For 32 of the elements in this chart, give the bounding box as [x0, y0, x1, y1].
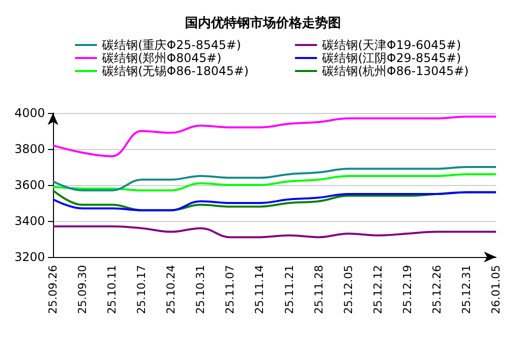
x-tick-label: 25.10.24 — [164, 265, 178, 314]
legend-label: 碳结钢(无锡Φ86-18045#) — [101, 64, 249, 78]
x-tick-label: 25.11.14 — [253, 265, 266, 314]
y-tick-label: 4000 — [14, 106, 45, 120]
x-tick-label: 25.10.11 — [106, 265, 119, 314]
x-tick-label: 25.11.28 — [312, 265, 326, 314]
x-tick-label: 25.09.30 — [76, 265, 90, 314]
legend-label: 碳结钢(重庆Φ25-8545#) — [101, 38, 242, 52]
x-tick-label: 25.11.07 — [224, 265, 237, 314]
line-series — [52, 166, 497, 192]
x-tick-label: 25.10.31 — [194, 265, 208, 314]
legend-label: 碳结钢(郑州Φ8045#) — [101, 51, 222, 65]
y-tick-label: 3600 — [14, 178, 45, 192]
x-tick-label: 26.01.05 — [490, 265, 502, 314]
x-tick-label: 25.12.05 — [342, 265, 355, 314]
legend-label: 碳结钢(天津Φ19-6045#) — [321, 38, 462, 52]
x-tick-label: 25.09.26 — [46, 265, 60, 314]
y-tick-label: 3800 — [14, 142, 45, 156]
y-tick-label: 3400 — [14, 214, 45, 228]
y-tick-label: 3200 — [14, 250, 45, 264]
line-series — [52, 116, 497, 158]
x-tick-label: 25.12.26 — [430, 265, 444, 314]
line-series — [52, 173, 497, 192]
chart-title: 国内优特钢市场价格走势图 — [185, 15, 341, 31]
x-tick-label: 25.12.12 — [371, 265, 384, 314]
x-tick-label: 25.11.21 — [282, 265, 296, 314]
x-tick-label: 25.10.17 — [135, 265, 148, 314]
legend-label: 碳结钢(江阴Φ29-8545#) — [321, 51, 462, 65]
legend-label: 碳结钢(杭州Φ86-13045#) — [321, 64, 469, 78]
x-tick-label: 25.12.31 — [460, 265, 473, 314]
x-tick-label: 25.12.19 — [400, 265, 414, 314]
line-series — [52, 225, 497, 238]
